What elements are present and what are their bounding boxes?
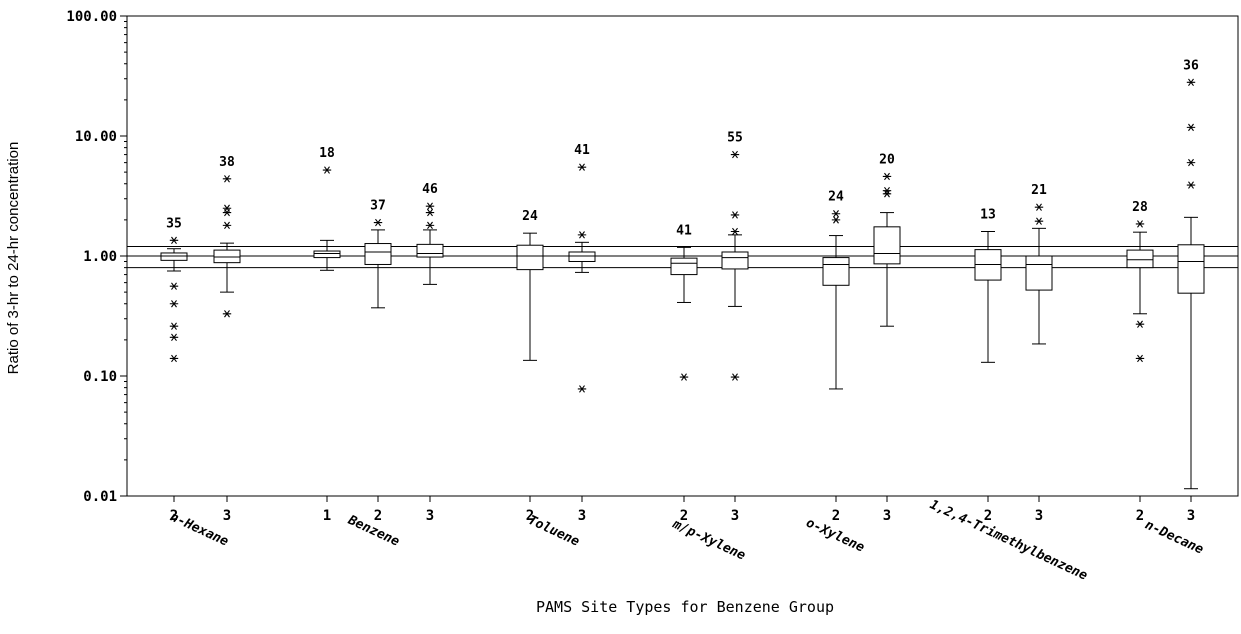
outlier-point <box>1135 354 1145 363</box>
sample-count-label: 13 <box>980 208 996 223</box>
site-type-label: 1 <box>323 508 331 524</box>
outlier-point <box>169 282 179 290</box>
sample-count-label: 41 <box>676 223 692 238</box>
outlier-point <box>730 373 740 381</box>
outlier-point <box>831 216 841 224</box>
outlier-point <box>730 150 740 159</box>
sample-count-label: 38 <box>219 155 235 170</box>
outlier-point <box>577 385 587 393</box>
sample-count-label: 18 <box>319 146 335 161</box>
outlier-point <box>222 310 232 318</box>
pollutant-group-label: Toluene <box>526 513 582 550</box>
outlier-point <box>425 221 435 230</box>
iqr-box <box>873 226 901 265</box>
pollutant-group-label: n-Hexane <box>168 510 231 550</box>
site-type-label: 3 <box>426 508 434 524</box>
sample-count-label: 35 <box>166 216 182 231</box>
outlier-point <box>1186 158 1196 167</box>
outlier-point <box>577 163 587 171</box>
outlier-point <box>425 202 435 210</box>
outlier-point <box>1186 123 1196 132</box>
site-type-label: 2 <box>832 508 840 524</box>
outlier-point <box>222 221 232 230</box>
y-tick-label: 10.00 <box>75 129 117 145</box>
site-type-label: 2 <box>1136 508 1144 524</box>
outlier-point <box>169 236 179 245</box>
y-tick-label: 0.10 <box>83 369 117 385</box>
site-type-label: 3 <box>883 508 891 524</box>
sample-count-label: 55 <box>727 131 743 146</box>
outlier-point <box>169 300 179 308</box>
y-tick-label: 100.00 <box>66 9 117 25</box>
outlier-point <box>222 208 232 217</box>
outlier-point <box>1034 217 1044 225</box>
iqr-box <box>416 243 444 258</box>
outlier-point <box>1135 220 1145 228</box>
outlier-point <box>882 190 892 198</box>
iqr-box <box>1126 249 1154 269</box>
outlier-point <box>1186 78 1196 87</box>
outlier-point <box>373 218 383 227</box>
site-type-label: 3 <box>1187 508 1195 524</box>
outlier-point <box>577 231 587 239</box>
iqr-box <box>313 250 341 259</box>
outlier-point <box>169 322 179 330</box>
iqr-box <box>364 243 392 265</box>
iqr-box <box>213 249 241 264</box>
sample-count-label: 24 <box>828 190 844 205</box>
outlier-point <box>679 373 689 381</box>
outlier-point <box>1135 320 1145 328</box>
site-type-label: 3 <box>223 508 231 524</box>
iqr-box <box>1025 255 1053 291</box>
iqr-box <box>822 257 850 286</box>
outlier-point <box>1186 181 1196 189</box>
site-type-label: 2 <box>374 508 382 524</box>
outlier-point <box>222 204 232 212</box>
outlier-point <box>222 175 232 183</box>
sample-count-label: 41 <box>574 143 590 158</box>
outlier-point <box>831 210 841 218</box>
site-type-label: 3 <box>578 508 586 524</box>
site-type-label: 3 <box>731 508 739 524</box>
sample-count-label: 20 <box>879 152 895 167</box>
sample-count-label: 21 <box>1031 183 1047 198</box>
outlier-point <box>322 166 332 174</box>
iqr-box <box>721 251 749 270</box>
iqr-box <box>670 257 698 276</box>
iqr-box <box>568 251 596 262</box>
outlier-point <box>1034 203 1044 211</box>
pollutant-group-label: 1,2,4-Trimethylbenzene <box>927 497 1090 583</box>
outlier-point <box>169 333 179 342</box>
pollutant-group-label: n-Decane <box>1143 518 1206 558</box>
outlier-point <box>169 354 179 363</box>
iqr-box <box>160 252 188 261</box>
sample-count-label: 28 <box>1132 200 1148 215</box>
iqr-box <box>1177 244 1205 294</box>
outlier-point <box>730 227 740 236</box>
sample-count-label: 37 <box>370 199 386 214</box>
iqr-box <box>516 244 544 271</box>
sample-count-label: 36 <box>1183 58 1199 73</box>
sample-count-label: 24 <box>522 209 538 224</box>
sample-count-label: 46 <box>422 182 438 197</box>
outlier-point <box>882 172 892 181</box>
y-tick-label: 0.01 <box>83 489 117 505</box>
outlier-point <box>425 208 435 217</box>
y-tick-label: 1.00 <box>83 249 117 265</box>
site-type-label: 2 <box>526 508 534 524</box>
site-type-label: 2 <box>984 508 992 524</box>
site-type-label: 2 <box>680 508 688 524</box>
y-axis-label: Ratio of 3-hr to 24-hr concentration <box>5 142 22 375</box>
site-type-label: 2 <box>170 508 178 524</box>
x-axis-label: PAMS Site Types for Benzene Group <box>536 598 834 616</box>
plot-area: 0.010.101.0010.00100.00352383n-Hexane181… <box>66 9 1239 584</box>
outlier-point <box>730 211 740 219</box>
site-type-label: 3 <box>1035 508 1043 524</box>
